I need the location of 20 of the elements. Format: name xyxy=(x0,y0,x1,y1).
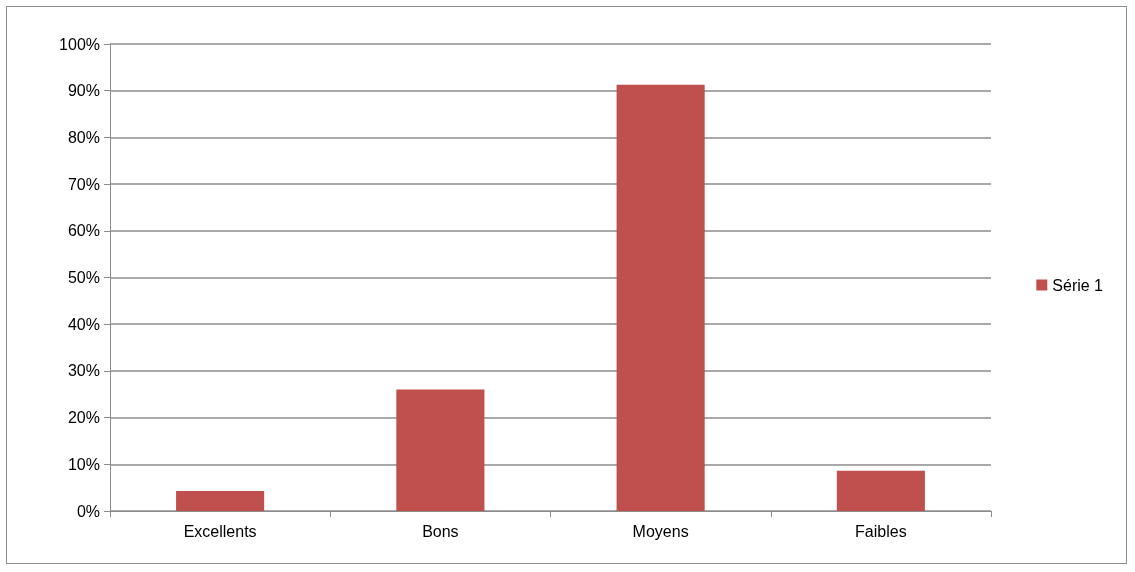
bar xyxy=(176,490,265,511)
bar xyxy=(616,84,705,511)
y-tick-label: 100% xyxy=(59,35,100,53)
x-tick-label: Faibles xyxy=(855,522,907,540)
x-tick-label: Excellents xyxy=(183,522,257,540)
y-tick-label: 40% xyxy=(67,315,100,333)
y-tick-label: 50% xyxy=(67,269,100,286)
x-tick-label: Bons xyxy=(422,522,459,540)
y-tick-label: 70% xyxy=(67,175,100,193)
y-tick-label: 20% xyxy=(67,409,100,427)
y-tick-label: 10% xyxy=(67,455,100,473)
y-tick-label: 80% xyxy=(67,128,100,146)
bar xyxy=(836,470,925,511)
x-tick-label: Moyens xyxy=(632,522,689,540)
y-tick-label: 30% xyxy=(67,362,100,380)
bar xyxy=(396,389,485,511)
legend-label: Série 1 xyxy=(1052,276,1104,294)
y-tick-label: 90% xyxy=(67,82,100,100)
y-tick-label: 0% xyxy=(76,502,100,520)
y-tick-label: 60% xyxy=(67,222,100,240)
